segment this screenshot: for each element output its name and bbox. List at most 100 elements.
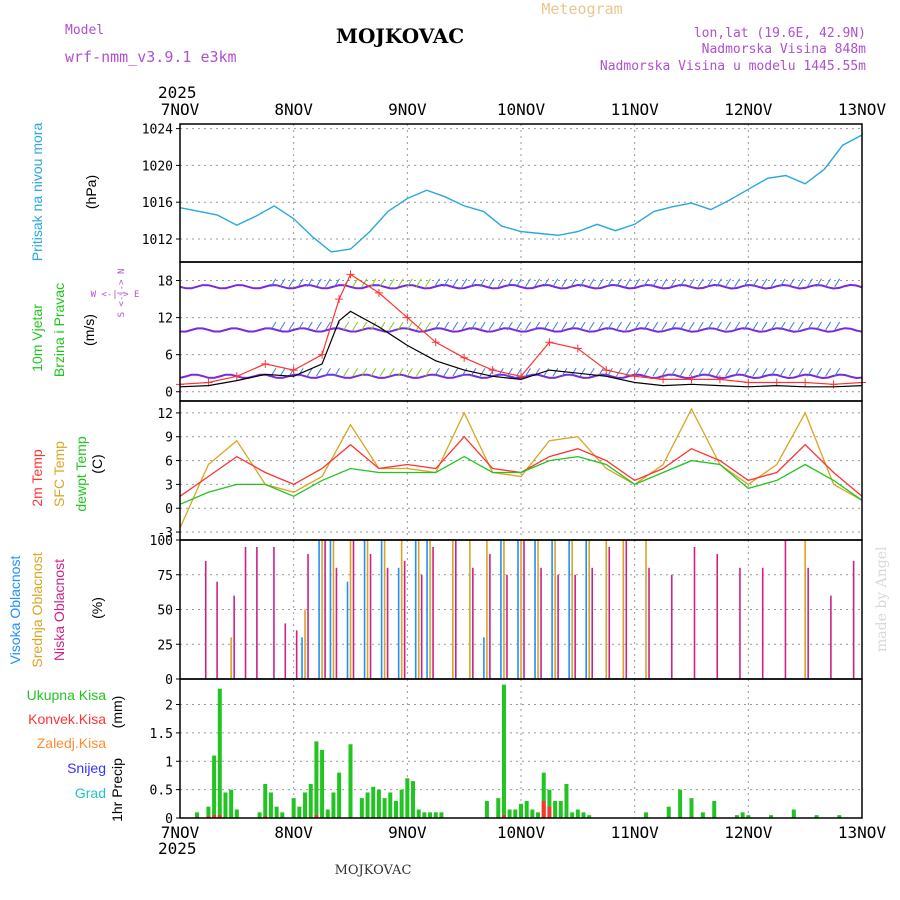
wind-arrow xyxy=(343,321,350,331)
ytick-label-precip: 2 xyxy=(165,699,173,714)
xtick-bottom: 11NOV xyxy=(611,823,660,842)
wind-arrow xyxy=(425,278,431,287)
wind-gust-marker xyxy=(687,375,696,384)
wind-arrow xyxy=(616,278,622,287)
wind-arrow xyxy=(634,321,641,331)
wind-arrow xyxy=(543,321,550,331)
wind-arrow xyxy=(479,368,486,377)
wind-arrow xyxy=(734,321,741,331)
precip-total-bar xyxy=(814,815,819,818)
precip-total-bar xyxy=(575,809,580,818)
precip-legend-grad: Grad xyxy=(75,785,106,801)
wind-arrow xyxy=(470,278,477,287)
precip-total-bar xyxy=(746,815,751,818)
wind-arrow xyxy=(406,278,413,287)
precip-conv-bar xyxy=(206,816,211,818)
precip-total-bar xyxy=(769,815,774,818)
wind-arrow xyxy=(443,368,450,377)
precip-total-bar xyxy=(371,786,376,818)
wind-arrow xyxy=(579,278,586,287)
ytick-label-temperature: 6 xyxy=(165,455,173,470)
wind-arrow xyxy=(643,368,650,377)
precip-total-bar xyxy=(268,792,273,818)
panel-frame-precip xyxy=(179,678,863,819)
precip-total-bar xyxy=(740,812,745,818)
precip-total-bar xyxy=(791,809,796,818)
wind-arrow xyxy=(379,368,386,377)
wind-arrow xyxy=(516,321,522,331)
wind-arrow xyxy=(652,321,659,331)
temp-sfc-line xyxy=(179,407,863,529)
wind-ylabel-1: 10m Vjetar xyxy=(29,304,45,372)
wind-gust-marker xyxy=(232,372,241,381)
wind-speed-line xyxy=(179,310,863,388)
wind-arrow xyxy=(452,321,459,331)
wind-gust-marker xyxy=(715,375,724,384)
ytick-label-clouds: 75 xyxy=(157,569,173,584)
precip-conv-bar xyxy=(541,800,546,818)
wind-arrow xyxy=(315,321,322,331)
wind-arrow xyxy=(506,321,513,331)
wind-arrow xyxy=(634,368,641,377)
wind-arrow xyxy=(606,278,613,287)
wind-arrow xyxy=(461,278,468,287)
wind-ylabel-2: Brzina i Pravac xyxy=(51,283,67,377)
precip-total-bar xyxy=(536,812,541,818)
precip-total-bar xyxy=(195,812,200,818)
wind-arrow xyxy=(416,321,422,331)
ytick-label-precip: 1 xyxy=(165,755,173,770)
wind-arrow xyxy=(634,278,641,287)
precip-total-bar xyxy=(558,800,563,818)
wind-arrow xyxy=(716,368,722,377)
year-top: 2025 xyxy=(158,83,197,102)
wind-arrow xyxy=(816,321,822,331)
wind-arrow xyxy=(561,321,568,331)
wind-arrow xyxy=(761,321,768,331)
wind-arrow xyxy=(625,278,631,287)
wind-arrow xyxy=(334,368,341,377)
precip-total-bar xyxy=(303,792,308,818)
wind-arrow xyxy=(743,368,750,377)
wind-arrow xyxy=(597,278,604,287)
wind-arrow xyxy=(343,368,350,377)
wind-gust-marker xyxy=(460,353,469,362)
wind-arrow xyxy=(588,278,595,287)
wind-arrow xyxy=(416,278,422,287)
wind-arrow-band xyxy=(179,283,863,290)
chart-marks xyxy=(176,134,866,818)
wind-arrow xyxy=(679,278,686,287)
wind-arrow xyxy=(315,278,322,287)
xtick-top: 13NOV xyxy=(838,100,887,119)
wind-arrow xyxy=(434,368,441,377)
temp-unit: (C) xyxy=(89,454,105,473)
wind-arrow xyxy=(716,278,722,287)
wind-gust-marker xyxy=(289,366,298,375)
watermark: made by Angel xyxy=(874,546,890,652)
ytick-label-clouds: 0 xyxy=(165,673,173,688)
temp-ylabel-2: SFC Temp xyxy=(51,441,67,507)
temp-2m-line xyxy=(179,435,863,497)
wind-arrow xyxy=(579,368,586,377)
wind-arrow xyxy=(752,368,759,377)
pressure-line xyxy=(179,134,863,253)
wind-arrow xyxy=(670,368,677,377)
precip-total-bar xyxy=(331,792,336,818)
wind-arrow xyxy=(370,278,377,287)
precip-total-bar xyxy=(587,815,592,818)
precip-total-bar xyxy=(297,806,302,818)
precip-total-bar xyxy=(411,781,416,818)
panel-frame-temperature xyxy=(179,400,863,541)
wind-arrow xyxy=(725,278,732,287)
wind-arrow xyxy=(779,278,786,287)
page-title: MOJKOVAC xyxy=(336,24,464,48)
ytick-label-pressure: 1012 xyxy=(142,233,173,248)
precip-total-bar xyxy=(223,792,228,818)
precip-total-bar xyxy=(280,812,285,818)
meteogram-label: Meteogram xyxy=(541,0,622,18)
wind-arrow xyxy=(506,368,513,377)
wind-arrow xyxy=(706,278,713,287)
wind-arrow xyxy=(443,321,450,331)
wind-arrow xyxy=(588,321,595,331)
wind-arrow xyxy=(534,321,541,331)
wind-arrow xyxy=(716,321,722,331)
